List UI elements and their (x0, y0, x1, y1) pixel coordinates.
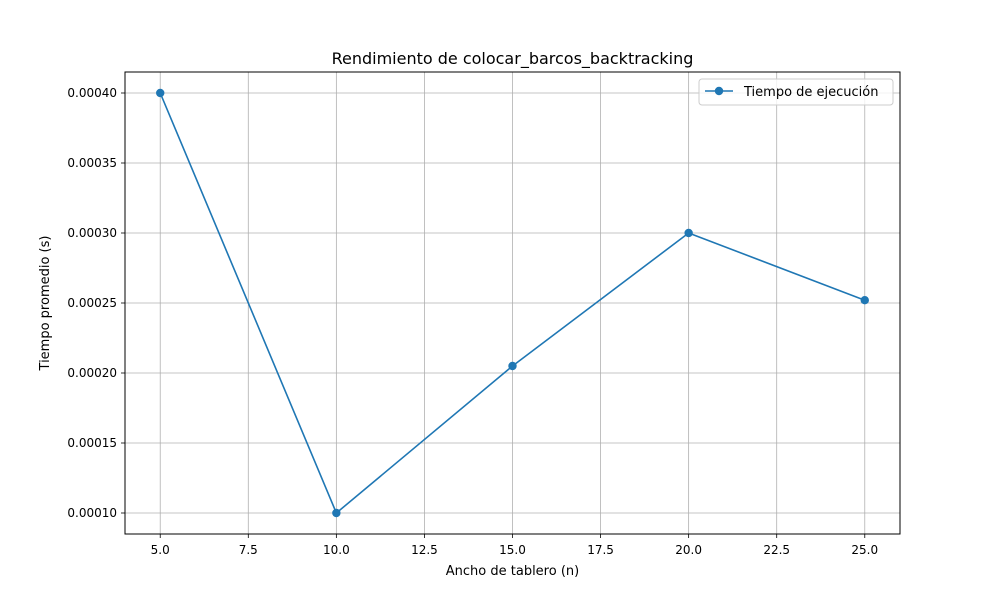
x-tick-label: 12.5 (411, 543, 438, 557)
data-point-marker (332, 508, 341, 518)
y-axis-label: Tiempo promedio (s) (38, 236, 53, 372)
y-tick-label: 0.00010 (67, 506, 117, 520)
x-tick-label: 7.5 (239, 543, 258, 557)
x-axis-ticks: 5.0 7.5 10.0 12.5 15.0 17.5 20.0 22.5 25.0 (151, 534, 878, 557)
y-tick-label: 0.00035 (67, 156, 117, 170)
y-tick-label: 0.00030 (67, 226, 117, 240)
data-point-marker (508, 361, 517, 371)
series-layer (156, 88, 869, 518)
x-tick-label: 5.0 (151, 543, 170, 557)
legend-entry-label: Tiempo de ejecución (743, 85, 878, 100)
x-tick-label: 15.0 (499, 543, 526, 557)
x-tick-label: 17.5 (587, 543, 614, 557)
y-tick-label: 0.00040 (67, 86, 117, 100)
y-tick-label: 0.00020 (67, 366, 117, 380)
x-tick-label: 25.0 (851, 543, 878, 557)
data-point-marker (156, 88, 165, 98)
legend-box (698, 78, 894, 106)
legend-marker-sample (714, 86, 724, 96)
x-tick-label: 22.5 (763, 543, 790, 557)
data-point-marker (684, 228, 693, 238)
legend: Tiempo de ejecución (698, 78, 894, 106)
data-point-marker (860, 296, 869, 305)
x-tick-label: 10.0 (323, 543, 350, 557)
y-axis-ticks: 0.00010 0.00015 0.00020 0.00025 0.00030 0.000… (67, 86, 125, 520)
grid (125, 72, 900, 534)
chart-title: Rendimiento de colocar_barcos_backtracki… (332, 49, 694, 69)
x-tick-label: 20.0 (675, 543, 702, 557)
y-tick-label: 0.00025 (67, 296, 117, 310)
y-tick-label: 0.00015 (67, 436, 117, 450)
x-axis-label: Ancho de tablero (n) (446, 564, 579, 579)
